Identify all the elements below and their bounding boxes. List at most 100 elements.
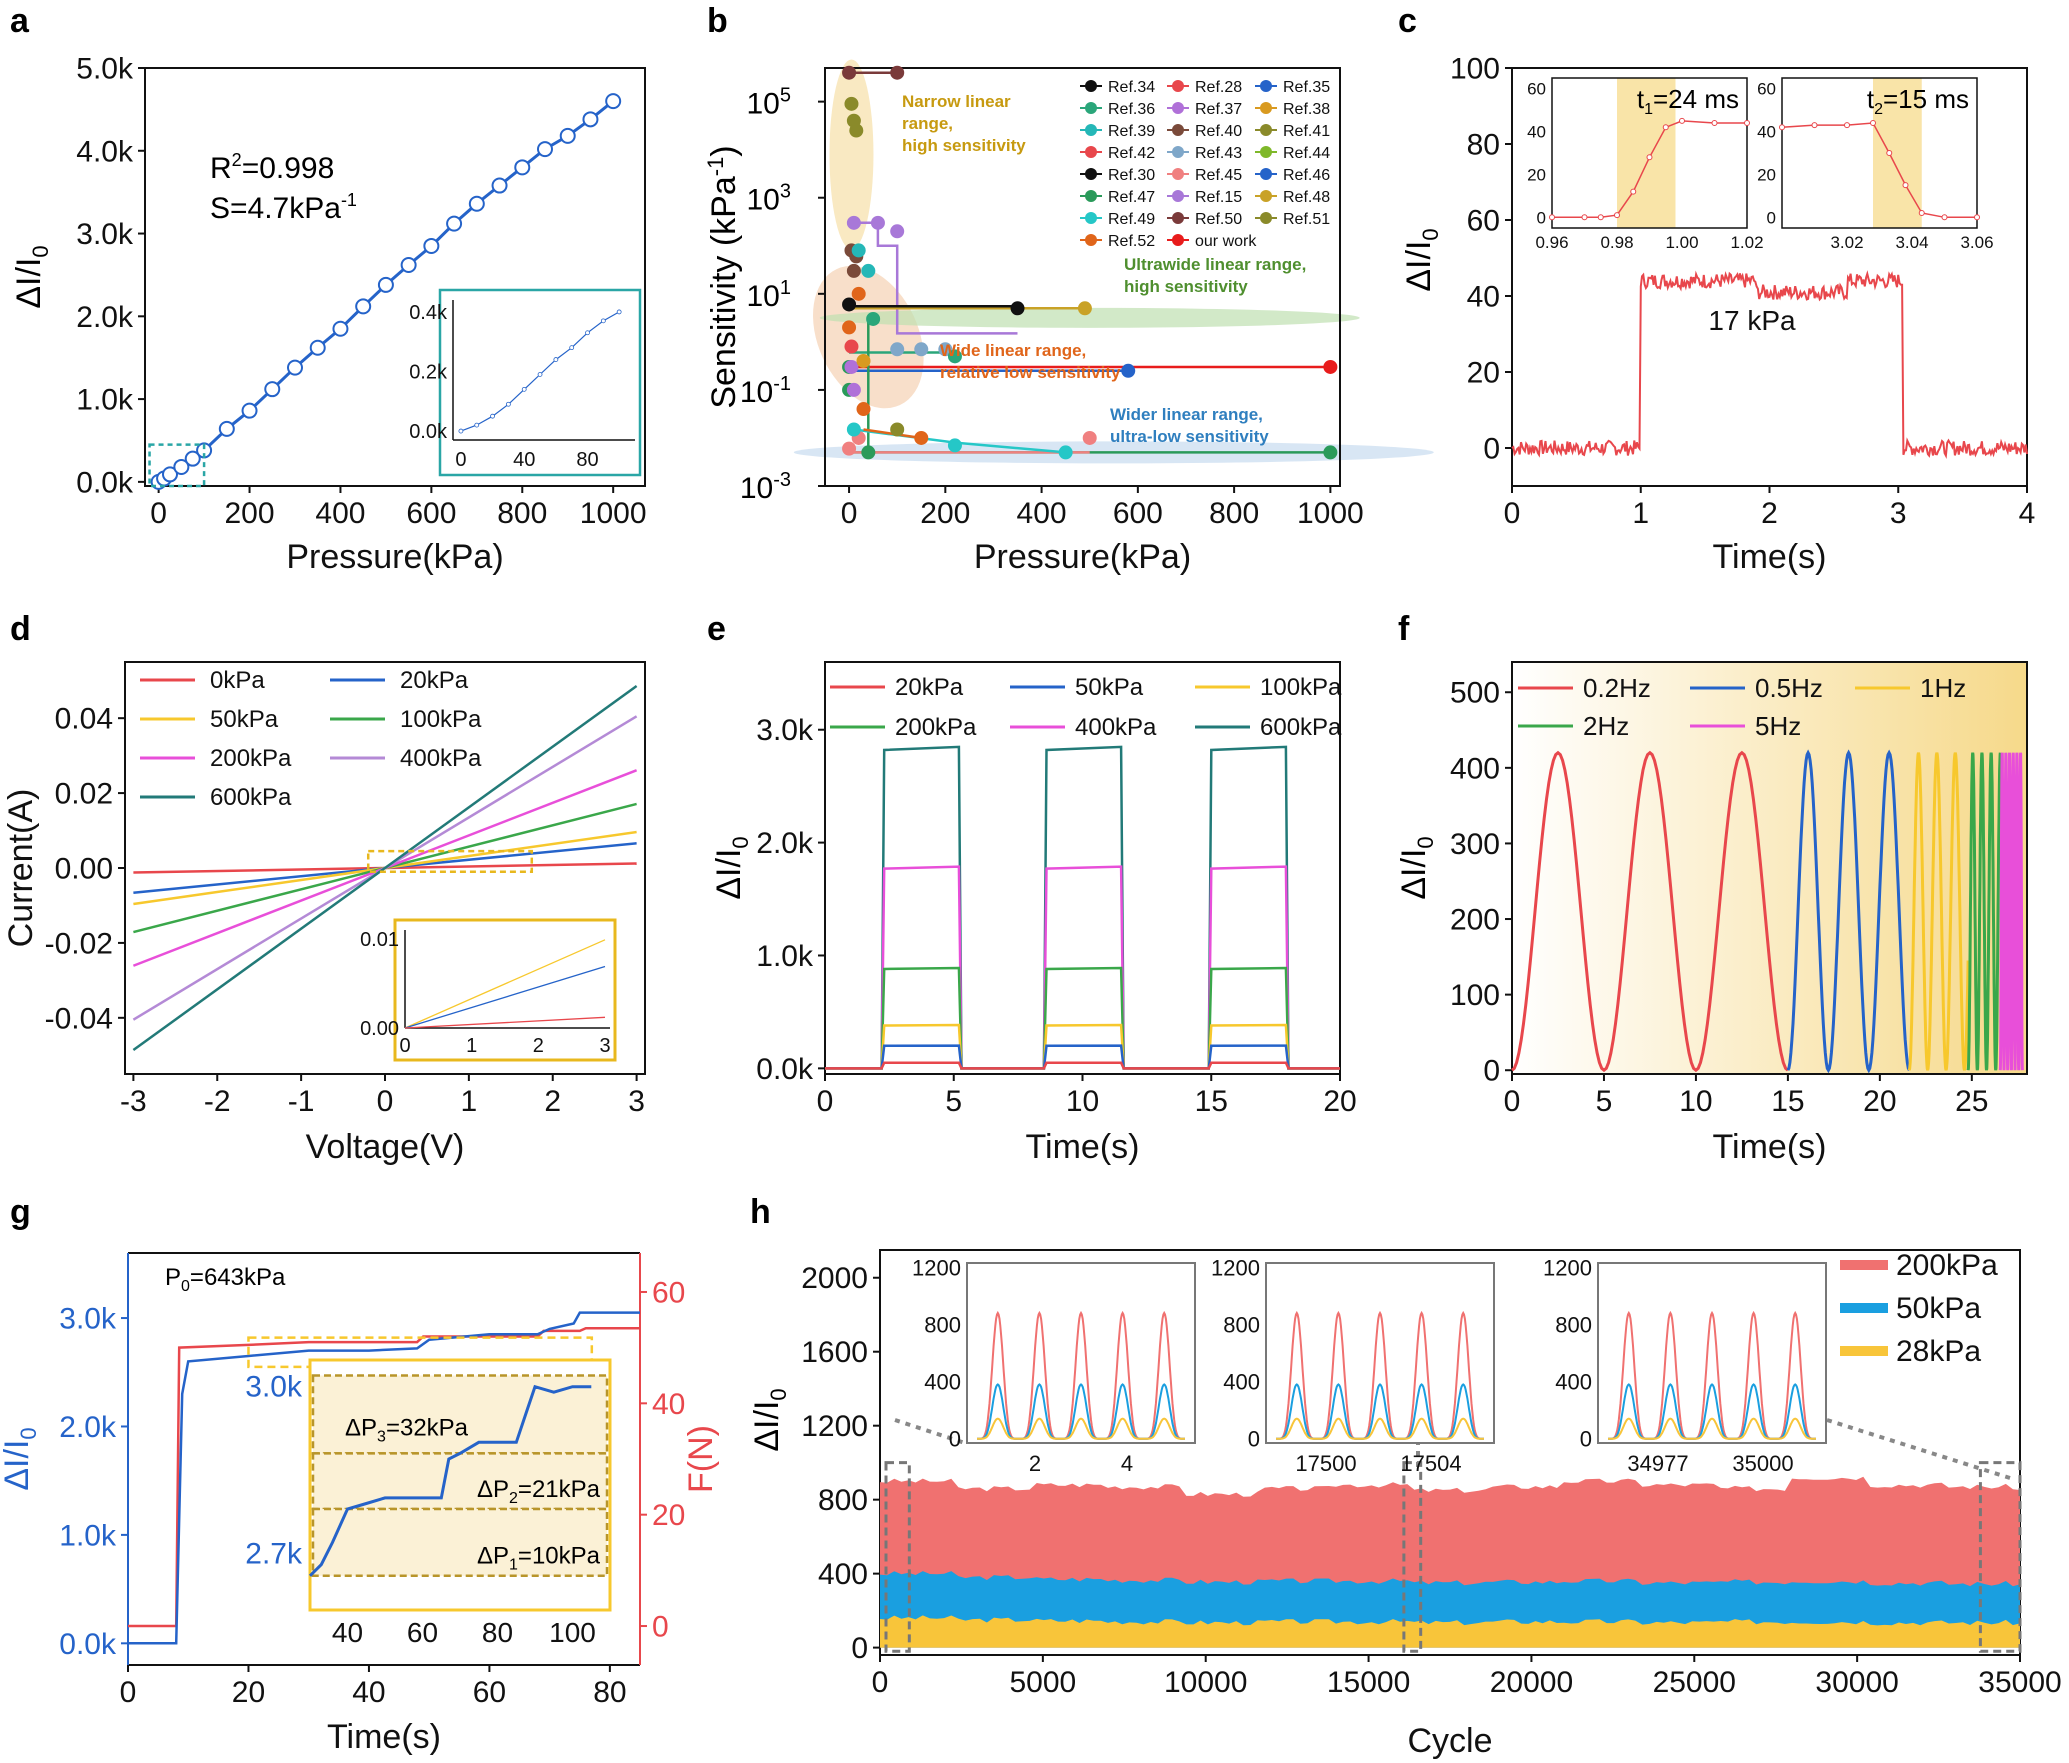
g-xtick-label: 80 <box>593 1676 626 1709</box>
d-xtick-label: -3 <box>120 1085 147 1118</box>
d-inset-xtick-label: 0 <box>399 1035 410 1057</box>
e-legend-label: 100kPa <box>1260 674 1342 701</box>
a-inset-xtick-label: 80 <box>576 449 598 471</box>
a-data-point <box>468 195 485 212</box>
panel-a: 0 200 400 600 800 10000.0k1.0k2.0k3.0k4.0k5.0… <box>10 53 647 577</box>
b-region-label: high sensitivity <box>902 136 1026 155</box>
c-ytick-label: 0 <box>1483 433 1500 466</box>
g-ytick2-label: 60 <box>652 1276 685 1309</box>
b-ref-point <box>866 311 881 326</box>
a-inset-ytick-label: 0.4k <box>409 302 448 324</box>
h-inset-ytick-label: 800 <box>1223 1312 1260 1337</box>
a-data-point <box>309 339 326 356</box>
a-inset-point <box>505 401 511 407</box>
c-inset-ytick-label: 60 <box>1527 80 1546 99</box>
h-ytick-label: 800 <box>818 1484 868 1517</box>
d-zoom-box <box>366 849 534 873</box>
d-ytick-label: 0.00 <box>55 853 113 886</box>
c-inset-label: t2=15 ms <box>1867 84 1969 118</box>
f-ytick-label: 300 <box>1450 828 1500 861</box>
b-legend-marker <box>1085 234 1097 246</box>
g-inset-band-label: ΔP1=10kPa <box>477 1543 601 1574</box>
panel-g: 0 20 40 60 80 0.0k 1.0k 2.0k 3.0k 0 20 40 60 Time(s) Δ… <box>0 1252 720 1756</box>
b-legend-marker <box>1260 102 1272 114</box>
g-xtick-label: 60 <box>473 1676 506 1709</box>
d-ytick-label: -0.02 <box>45 927 113 960</box>
e-series-line <box>825 1061 1340 1070</box>
c-ytick-label: 100 <box>1450 53 1500 86</box>
plot-frame <box>879 1249 2021 1656</box>
d-legend-label: 0kPa <box>210 667 265 694</box>
d-inset-xtick-label: 1 <box>466 1035 477 1057</box>
a-data-point <box>446 215 463 232</box>
f-ytick-label: 100 <box>1450 979 1500 1012</box>
b-ref-point <box>849 123 864 138</box>
f-series-line <box>1907 752 1970 1071</box>
a-ytick-label: 4.0k <box>76 135 134 168</box>
b-region-narrow <box>829 59 874 250</box>
h-inset-xtick-label: 2 <box>1029 1451 1041 1476</box>
f-xtick-label: 0 <box>1504 1085 1521 1118</box>
f-ytick-label: 400 <box>1450 752 1500 785</box>
a-inset-point <box>537 372 543 377</box>
g-annotation: P0=643kPa <box>165 1264 286 1295</box>
b-legend-label: Ref.39 <box>1108 123 1155 140</box>
b-ref-point <box>914 342 929 357</box>
e-series-line <box>825 1044 1340 1070</box>
c-inset-point <box>1902 182 1909 189</box>
c-inset-ytick-label: 20 <box>1757 165 1776 184</box>
b-region-label: Narrow linear <box>902 92 1011 111</box>
d-legend-label: 200kPa <box>210 745 292 772</box>
b-legend-marker <box>1085 212 1097 224</box>
b-legend-marker <box>1172 212 1184 224</box>
h-inset-xtick-label: 17500 <box>1295 1451 1356 1476</box>
a-zoom-box <box>148 443 206 488</box>
b-legend-label: Ref.35 <box>1283 79 1330 96</box>
a-data-point <box>173 458 190 475</box>
h-inset-frame <box>966 1262 1196 1444</box>
d-ytick-label: 0.02 <box>55 778 113 811</box>
b-region-label: Wider linear range, <box>1110 405 1263 424</box>
f-series-line <box>1966 752 2002 1071</box>
b-legend-marker <box>1260 146 1272 158</box>
c-inset-point <box>1662 124 1669 131</box>
d-xtick-label: -1 <box>288 1085 315 1118</box>
h-inset-xtick-label: 34977 <box>1627 1451 1688 1476</box>
g-force-line <box>128 1326 640 1628</box>
b-legend-label: Ref.34 <box>1108 79 1155 96</box>
c-inset-ytick-label: 60 <box>1757 80 1776 99</box>
b-ref-point <box>870 215 885 230</box>
e-xtick-label: 20 <box>1323 1085 1356 1118</box>
d-xtick-label: 1 <box>461 1085 478 1118</box>
d-ylabel: Current(A) <box>2 789 40 948</box>
f-legend-label: 0.5Hz <box>1755 673 1823 703</box>
c-inset-point <box>1744 120 1750 126</box>
c-inset-point <box>1679 117 1685 124</box>
a-data-point <box>559 127 576 144</box>
b-legend-label: Ref.47 <box>1108 189 1155 206</box>
c-inset-highlight <box>1617 78 1676 228</box>
a-xtick-label: 0 <box>150 497 167 530</box>
h-xtick-label: 5000 <box>1009 1666 1076 1699</box>
g-current-line <box>128 1311 640 1645</box>
a-data-point <box>605 93 622 110</box>
h-inset-ytick-label: 800 <box>1555 1312 1592 1337</box>
h-inset-ytick-label: 0 <box>1580 1427 1592 1452</box>
panel-b: 0 200 400 600 800 1000 10-3 10-1 101 103 105 Pressu… <box>703 59 1434 576</box>
c-inset-line <box>1552 120 1747 219</box>
b-xlabel: Pressure(kPa) <box>974 538 1191 576</box>
b-legend-label: Ref.44 <box>1283 145 1330 162</box>
b-legend-label: Ref.28 <box>1195 79 1242 96</box>
panel-label-a: a <box>10 2 30 40</box>
f-legend-label: 5Hz <box>1755 711 1801 741</box>
c-inset-point <box>1614 212 1620 219</box>
c-inset-label: t1=24 ms <box>1637 84 1739 118</box>
b-ytick-label: 101 <box>747 277 792 313</box>
e-ytick-label: 3.0k <box>756 714 814 747</box>
a-xtick-label: 400 <box>315 497 365 530</box>
c-inset-point <box>1941 214 1948 221</box>
d-inset-xtick-label: 2 <box>533 1035 544 1057</box>
b-legend-label: Ref.43 <box>1195 145 1242 162</box>
h-xtick-label: 35000 <box>1978 1666 2061 1699</box>
h-inset-ytick-label: 800 <box>924 1312 961 1337</box>
